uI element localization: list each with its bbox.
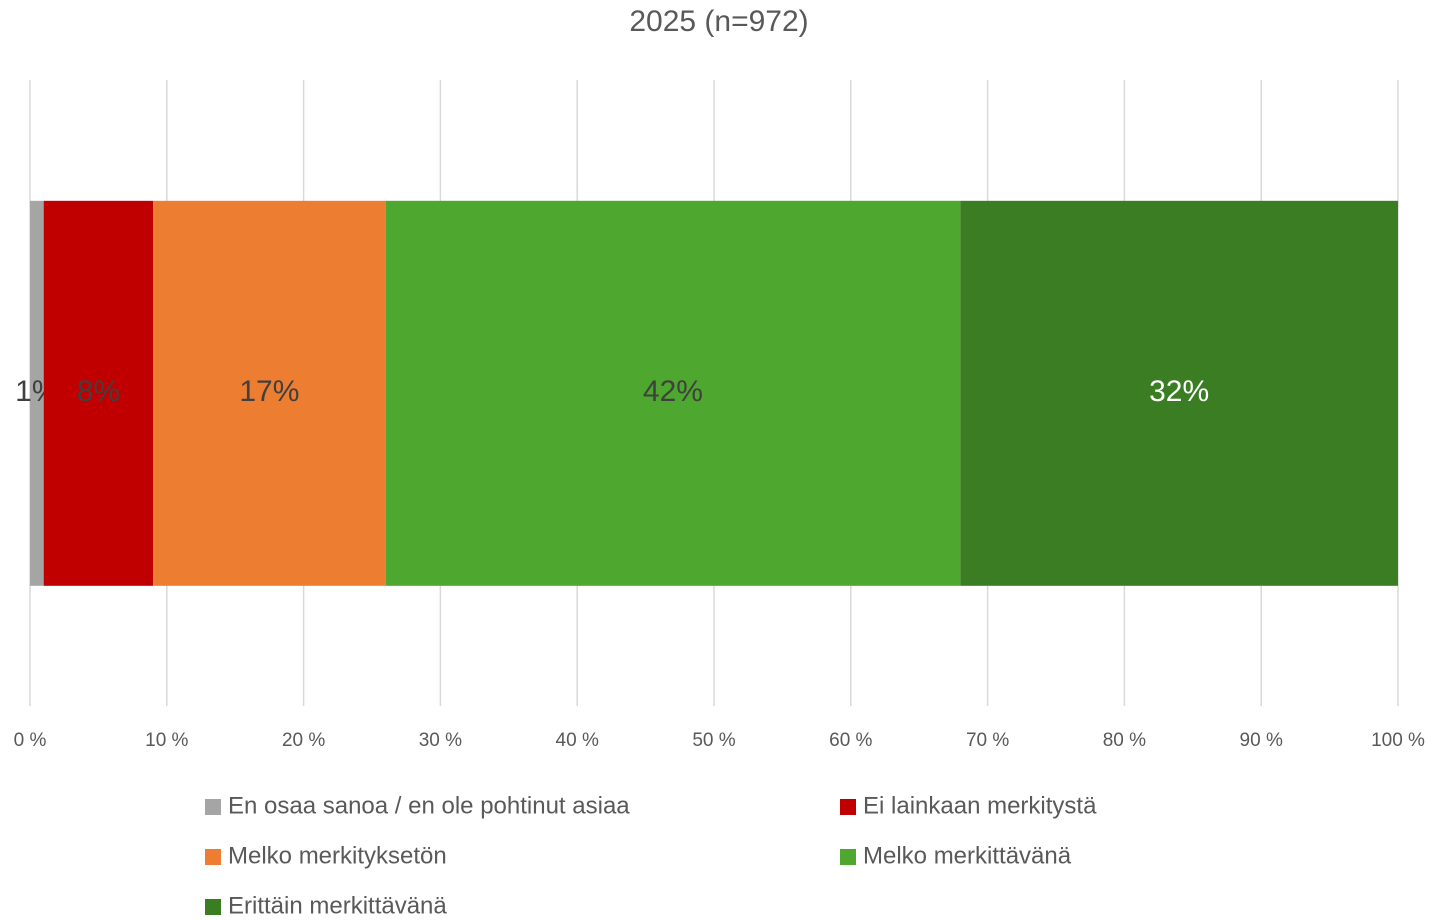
x-tick-label: 50 % (692, 730, 735, 751)
data-label: 42% (643, 375, 703, 408)
x-tick-label: 80 % (1103, 730, 1146, 751)
x-tick-label: 0 % (14, 730, 47, 751)
bar-segment (153, 200, 386, 586)
x-tick-label: 60 % (829, 730, 872, 751)
x-tick-label: 20 % (282, 730, 325, 751)
data-label: 32% (1149, 375, 1209, 408)
chart-title: 2025 (n=972) (629, 5, 808, 38)
legend-label: Ei lainkaan merkitystä (863, 792, 1097, 819)
legend-swatch (205, 799, 221, 815)
legend-swatch (840, 799, 856, 815)
bar-segment (385, 200, 961, 586)
legend-label: Melko merkittävänä (863, 842, 1072, 869)
legend-swatch (840, 849, 856, 865)
data-label: 8% (77, 375, 120, 408)
legend-label: En osaa sanoa / en ole pohtinut asiaa (228, 792, 630, 819)
x-tick-label: 10 % (145, 730, 188, 751)
x-tick-label: 40 % (556, 730, 599, 751)
bar-segment (43, 200, 154, 586)
bar-segment (960, 200, 1398, 586)
x-tick-label: 70 % (966, 730, 1009, 751)
legend-label: Melko merkityksetön (228, 842, 447, 869)
legend-swatch (205, 849, 221, 865)
legend-label: Erittäin merkittävänä (228, 892, 447, 919)
legend-swatch (205, 899, 221, 915)
bar-segment (30, 200, 44, 586)
x-tick-label: 30 % (419, 730, 462, 751)
x-tick-label: 90 % (1240, 730, 1283, 751)
x-tick-label: 100 % (1371, 730, 1425, 751)
data-label: 17% (239, 375, 299, 408)
